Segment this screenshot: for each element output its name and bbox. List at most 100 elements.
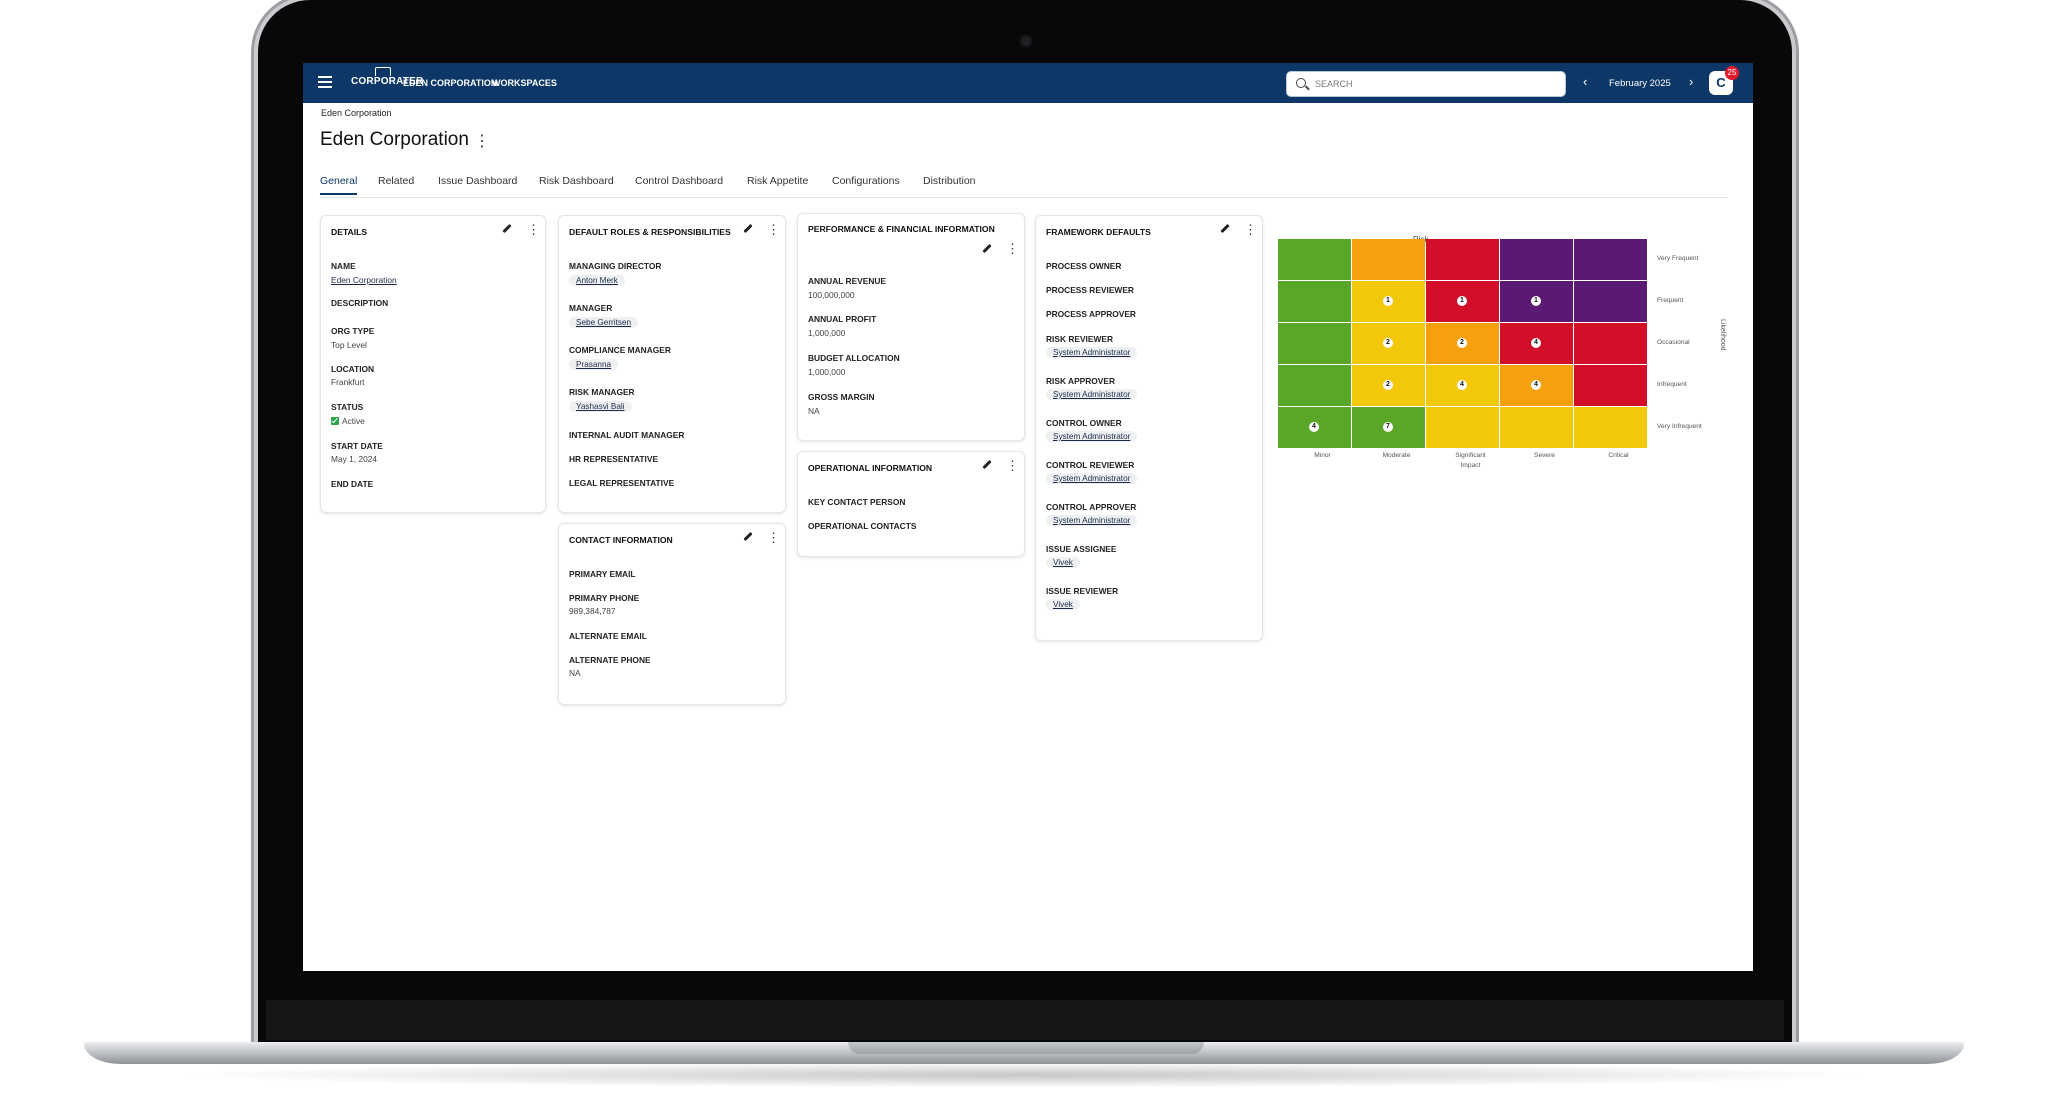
menu-icon[interactable] xyxy=(318,76,332,88)
heatmap-cell[interactable] xyxy=(1574,323,1647,364)
search-box[interactable] xyxy=(1286,71,1566,97)
heatmap-count-badge[interactable]: 4 xyxy=(1457,380,1467,390)
field-label: MANAGING DIRECTOR xyxy=(569,261,662,271)
nav-eden-corporation[interactable]: EDEN CORPORATION xyxy=(403,78,498,88)
heatmap-cell[interactable] xyxy=(1500,239,1573,280)
heatmap-cell[interactable] xyxy=(1574,239,1647,280)
heatmap-col-label: Minor xyxy=(1314,452,1331,459)
heatmap-cell[interactable] xyxy=(1278,365,1351,406)
field-label: CONTROL REVIEWER xyxy=(1046,460,1135,470)
heatmap-count-badge[interactable]: 1 xyxy=(1457,296,1467,306)
heatmap-count-badge[interactable]: 2 xyxy=(1457,338,1467,348)
more-options-icon[interactable]: ⋮ xyxy=(767,530,780,545)
user-chip[interactable]: System Administrator xyxy=(1046,347,1138,358)
field-value: NA xyxy=(808,406,820,416)
page-title: Eden Corporation xyxy=(320,129,469,150)
user-chip[interactable]: Vivek xyxy=(1046,599,1080,610)
user-chip[interactable]: Vivek xyxy=(1046,557,1080,568)
field-label: LEGAL REPRESENTATIVE xyxy=(569,478,675,488)
edit-icon[interactable] xyxy=(743,223,753,234)
user-chip[interactable]: Yashasvi Bali xyxy=(569,401,632,412)
heatmap-y-axis-label: Likelihood xyxy=(1719,319,1726,351)
heatmap-cell[interactable] xyxy=(1574,281,1647,322)
tab-general[interactable]: General xyxy=(320,175,358,195)
field-label: ANNUAL REVENUE xyxy=(808,276,887,286)
user-chip[interactable]: System Administrator xyxy=(1046,473,1138,484)
field-label: ISSUE ASSIGNEE xyxy=(1046,544,1117,554)
edit-icon[interactable] xyxy=(502,223,512,234)
logo-mark-icon xyxy=(375,67,391,76)
heatmap-count-badge[interactable]: 7 xyxy=(1383,422,1393,432)
edit-icon[interactable] xyxy=(982,243,992,254)
tab-risk-dashboard[interactable]: Risk Dashboard xyxy=(539,175,614,187)
heatmap-cell[interactable] xyxy=(1574,365,1647,406)
edit-icon[interactable] xyxy=(982,459,992,470)
field-label: ORG TYPE xyxy=(331,326,375,336)
card-title: OPERATIONAL INFORMATION xyxy=(808,463,933,473)
name-link[interactable]: Eden Corporation xyxy=(331,275,397,285)
heatmap-cell[interactable] xyxy=(1574,407,1647,448)
edit-icon[interactable] xyxy=(1220,223,1230,234)
tab-control-dashboard[interactable]: Control Dashboard xyxy=(635,175,724,187)
chevron-left-icon[interactable]: ‹ xyxy=(1583,74,1588,89)
field-label: START DATE xyxy=(331,441,383,451)
heatmap-col-label: Significant xyxy=(1455,452,1486,459)
card-title: FRAMEWORK DEFAULTS xyxy=(1046,227,1151,237)
heatmap-col-label: Severe xyxy=(1534,452,1555,459)
card-title: DETAILS xyxy=(331,227,368,237)
heatmap-cell[interactable] xyxy=(1426,239,1499,280)
heatmap-cell[interactable] xyxy=(1500,407,1573,448)
field-label: STATUS xyxy=(331,402,364,412)
framework-card: FRAMEWORK DEFAULTS ⋮ PROCESS OWNER PROCE… xyxy=(1035,215,1263,641)
chevron-right-icon[interactable]: › xyxy=(1689,74,1694,89)
more-options-icon[interactable]: ⋮ xyxy=(1006,241,1019,256)
more-options-icon[interactable]: ⋮ xyxy=(767,222,780,237)
heatmap-count-badge[interactable]: 1 xyxy=(1531,296,1541,306)
user-chip[interactable]: Prasanna xyxy=(569,359,619,370)
heatmap-count-badge[interactable]: 2 xyxy=(1383,338,1393,348)
field-label: CONTROL OWNER xyxy=(1046,418,1122,428)
heatmap-cell[interactable] xyxy=(1352,239,1425,280)
heatmap-count-badge[interactable]: 4 xyxy=(1531,338,1541,348)
more-options-icon[interactable]: ⋮ xyxy=(527,222,540,237)
user-chip[interactable]: System Administrator xyxy=(1046,515,1138,526)
heatmap-col-label: Moderate xyxy=(1382,452,1411,459)
user-chip[interactable]: System Administrator xyxy=(1046,431,1138,442)
breadcrumb[interactable]: Eden Corporation xyxy=(321,108,392,118)
app-screen: CORPORATER EDEN CORPORATION WORKSPACES ‹… xyxy=(303,63,1753,971)
heatmap-count-badge[interactable]: 4 xyxy=(1309,422,1319,432)
heatmap-cell[interactable] xyxy=(1426,407,1499,448)
heatmap-count-badge[interactable]: 1 xyxy=(1383,296,1393,306)
heatmap-count-badge[interactable]: 4 xyxy=(1531,380,1541,390)
tab-related[interactable]: Related xyxy=(378,175,415,187)
app-logo[interactable]: CORPORATER xyxy=(351,76,424,87)
field-value: 1,000,000 xyxy=(808,367,846,377)
heatmap-x-axis-label: Impact xyxy=(1460,462,1481,469)
edit-icon[interactable] xyxy=(743,531,753,542)
tab-configurations[interactable]: Configurations xyxy=(832,175,900,187)
more-options-icon[interactable]: ⋮ xyxy=(474,133,490,150)
field-label: KEY CONTACT PERSON xyxy=(808,497,906,507)
card-title: PERFORMANCE & FINANCIAL INFORMATION xyxy=(808,224,995,234)
heatmap-count-badge[interactable]: 2 xyxy=(1383,380,1393,390)
more-options-icon[interactable]: ⋮ xyxy=(1244,222,1257,237)
field-label: LOCATION xyxy=(331,364,375,374)
period-label[interactable]: February 2025 xyxy=(1609,78,1671,89)
user-chip[interactable]: System Administrator xyxy=(1046,389,1138,400)
heatmap-cell[interactable] xyxy=(1278,281,1351,322)
search-input[interactable] xyxy=(1313,75,1557,93)
user-chip[interactable]: Anton Merk xyxy=(569,275,625,286)
tab-risk-appetite[interactable]: Risk Appetite xyxy=(747,175,809,187)
field-value: Frankfurt xyxy=(331,377,365,387)
tab-issue-dashboard[interactable]: Issue Dashboard xyxy=(438,175,518,187)
performance-card: PERFORMANCE & FINANCIAL INFORMATION ⋮ AN… xyxy=(797,213,1025,441)
heatmap-cell[interactable] xyxy=(1278,239,1351,280)
field-label: COMPLIANCE MANAGER xyxy=(569,345,671,355)
operational-card: OPERATIONAL INFORMATION ⋮ KEY CONTACT PE… xyxy=(797,451,1025,557)
nav-workspaces[interactable]: WORKSPACES xyxy=(492,78,557,88)
field-value: NA xyxy=(569,668,581,678)
heatmap-cell[interactable] xyxy=(1278,323,1351,364)
more-options-icon[interactable]: ⋮ xyxy=(1006,458,1019,473)
tab-distribution[interactable]: Distribution xyxy=(923,175,976,187)
user-chip[interactable]: Sebe Gerritsen xyxy=(569,317,639,328)
